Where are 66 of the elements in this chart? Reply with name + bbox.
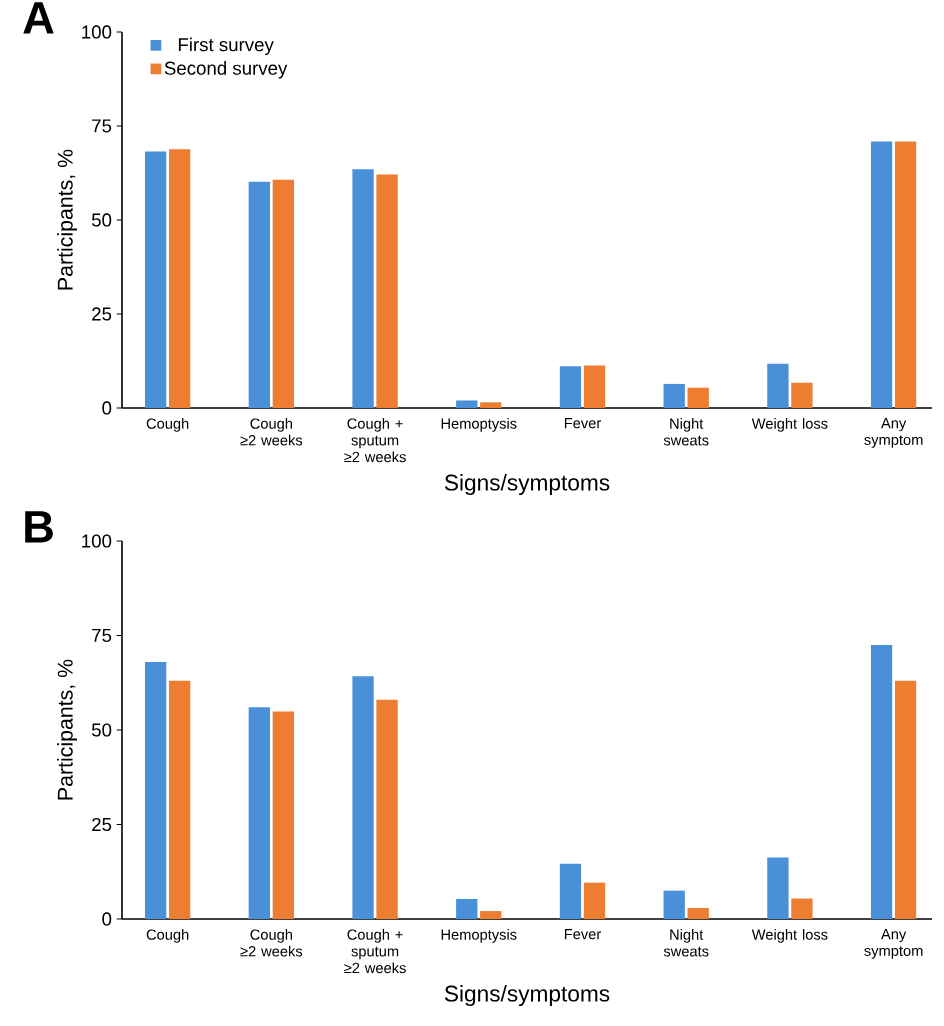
bar — [144, 661, 167, 919]
bar — [894, 141, 917, 408]
bar — [870, 141, 893, 408]
x-tick-label: Cough ≥2 weeks — [240, 929, 303, 957]
y-tick-label: 0 — [102, 912, 112, 926]
bar — [376, 174, 398, 408]
x-tick-label: Fever — [564, 929, 601, 940]
x-tick-label: Any symptom — [864, 418, 923, 448]
bar — [248, 707, 271, 919]
legend-label: Second survey — [164, 61, 288, 79]
x-tick-label: Cough + sputum ≥2 weeks — [344, 418, 406, 463]
x-tick-label: Weight loss — [751, 929, 828, 943]
bar — [559, 366, 582, 408]
bar — [168, 149, 191, 408]
bar — [480, 911, 502, 919]
y-axis-title: Participants, % — [57, 149, 77, 290]
x-tick-label: Any symptom — [864, 929, 923, 959]
bar — [559, 863, 582, 919]
bar — [894, 680, 917, 919]
x-tick-label: Cough ≥2 weeks — [240, 418, 303, 446]
chart-title: A — [23, 2, 54, 34]
y-tick-label: 75 — [92, 628, 112, 643]
bar — [791, 898, 813, 919]
legend-label: First survey — [178, 37, 274, 55]
y-tick-label: 50 — [91, 213, 112, 227]
y-tick-label: 25 — [92, 817, 112, 832]
x-tick-label: Cough — [146, 929, 189, 943]
x-axis-title: Signs/symptoms — [444, 984, 610, 1007]
y-tick-label: 100 — [82, 25, 112, 39]
x-tick-label: Night sweats — [663, 418, 709, 446]
bar — [248, 181, 271, 408]
y-axis-title: Participants, % — [57, 659, 77, 800]
y-tick-label: 0 — [102, 401, 112, 415]
bar — [480, 402, 502, 408]
bar — [791, 382, 813, 408]
x-tick-label: Cough + sputum ≥2 weeks — [344, 929, 406, 974]
bar — [663, 383, 685, 408]
x-tick-label: Weight loss — [751, 418, 828, 432]
x-tick-label: Hemoptysis — [441, 929, 517, 943]
bar — [272, 711, 295, 919]
x-tick-label: Hemoptysis — [441, 418, 517, 432]
y-tick-label: 75 — [92, 119, 112, 133]
bar — [352, 169, 374, 408]
bar — [144, 151, 167, 408]
bar — [456, 400, 478, 408]
y-tick-label: 50 — [91, 723, 112, 737]
y-tick-label: 25 — [92, 307, 112, 321]
chart-title: B — [25, 511, 53, 543]
bar — [456, 898, 478, 919]
bar — [583, 365, 606, 408]
bar — [663, 890, 685, 919]
x-tick-label: Fever — [564, 418, 601, 429]
x-tick-label: Cough — [146, 418, 189, 432]
x-axis-title: Signs/symptoms — [444, 473, 610, 496]
bar — [767, 363, 789, 408]
bar — [352, 676, 374, 919]
x-tick-label: Night sweats — [663, 929, 709, 957]
bar — [687, 908, 709, 919]
bar — [376, 699, 398, 919]
bar — [687, 387, 709, 408]
bar — [870, 644, 893, 919]
bar — [583, 882, 606, 919]
bar — [168, 680, 191, 919]
bar — [767, 857, 789, 919]
bar — [272, 179, 295, 408]
y-tick-label: 100 — [82, 534, 112, 548]
